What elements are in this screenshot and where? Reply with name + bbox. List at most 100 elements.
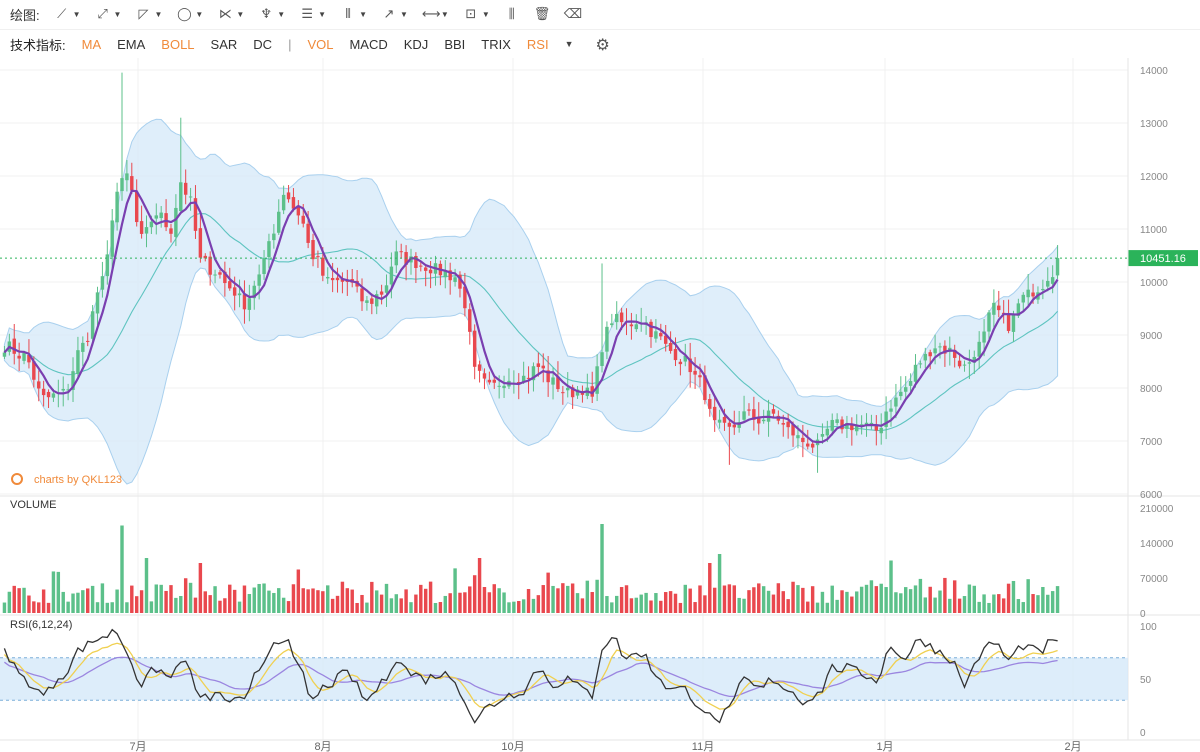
candle-body — [673, 348, 678, 361]
indicator-macd[interactable]: MACD — [349, 36, 388, 52]
volume-bar — [561, 583, 565, 613]
ellipse-tool-button[interactable]: ◯ ▼ — [176, 7, 203, 22]
pattern-tool-button[interactable]: ♆ ▼ — [258, 7, 285, 22]
volume-bar — [252, 587, 256, 613]
volume-bar — [374, 590, 379, 613]
candle-body — [22, 353, 26, 361]
indicator-bbi[interactable]: BBI — [444, 36, 466, 52]
indicator-boll[interactable]: BOLL — [161, 36, 195, 52]
volume-bar — [859, 586, 864, 613]
candle-body — [678, 361, 683, 365]
volume-bar — [874, 586, 879, 613]
eraser-icon: ⌫ — [563, 7, 583, 22]
volume-bar — [22, 587, 26, 613]
volume-bar — [360, 594, 364, 613]
volume-bar — [492, 584, 496, 613]
indicator-dc[interactable]: DC — [253, 36, 273, 52]
more-indicators-dropdown[interactable]: ▼ — [564, 39, 574, 49]
measure-tool-button[interactable]: ⟷ ▼ — [422, 7, 449, 22]
volume-bar — [326, 585, 330, 613]
candle-body — [1046, 280, 1050, 287]
bollinger-band — [3, 118, 1059, 485]
indicator-kdj[interactable]: KDJ — [403, 36, 429, 52]
volume-bar — [761, 586, 766, 613]
clear-drawings-button[interactable]: 🗑 — [534, 7, 551, 22]
candle-body — [683, 355, 688, 362]
candle-body — [257, 274, 261, 286]
candle-body — [37, 381, 41, 389]
candle-body — [448, 270, 452, 281]
candle-body — [840, 419, 844, 430]
volume-bar — [487, 592, 492, 613]
volume-bar — [918, 578, 923, 613]
volume-bar — [903, 587, 908, 613]
volume-bar — [76, 592, 80, 613]
candle-body — [51, 393, 56, 398]
qkl-logo-icon — [11, 473, 23, 485]
volume-bar — [218, 600, 222, 613]
volume-bar — [306, 589, 310, 613]
ray-tool-button[interactable]: ⤢ ▼ — [95, 7, 121, 22]
candle-body — [252, 285, 256, 299]
candle-body — [747, 409, 751, 411]
price-chart[interactable]: 10451.1614000130001200011000100009000800… — [0, 58, 1200, 752]
gann-tool-button[interactable]: ⦀ ▼ — [340, 7, 367, 22]
candle-body — [825, 428, 830, 436]
candle-body — [982, 331, 986, 343]
rsi-tick-label: 100 — [1140, 622, 1157, 633]
candle-body — [570, 387, 575, 398]
indicator-ema[interactable]: EMA — [117, 36, 146, 52]
indicator-trix[interactable]: TRIX — [481, 36, 511, 52]
eraser-button[interactable]: ⌫ — [563, 7, 583, 22]
fib-tool-button[interactable]: ☰ ▼ — [299, 7, 326, 22]
note-tool-button[interactable]: ⊡ ▼ — [463, 7, 489, 22]
volume-bar — [551, 585, 555, 613]
volume-bar — [556, 588, 560, 613]
line-tool-button[interactable]: ⟋ ▼ — [54, 7, 80, 22]
candle-body — [139, 221, 144, 234]
candle-body — [482, 373, 487, 379]
candle-body — [2, 352, 7, 357]
candle-body — [468, 309, 472, 332]
volume-bar — [820, 591, 825, 613]
volume-bar — [546, 572, 550, 613]
candle-body — [541, 365, 545, 369]
volume-bar — [967, 584, 972, 613]
candle-body — [737, 422, 741, 428]
volume-bar — [482, 587, 487, 613]
price-tick-label: 9000 — [1140, 331, 1163, 342]
chart-style-button[interactable]: ⫼ — [504, 7, 520, 22]
candle-body — [977, 341, 981, 357]
indicator-rsi[interactable]: RSI — [526, 36, 549, 52]
volume-bar — [100, 583, 105, 613]
volume-bar — [86, 588, 90, 613]
arrow-tool-button[interactable]: ↗ ▼ — [381, 7, 408, 22]
volume-bar — [7, 591, 12, 613]
volume-bar — [379, 594, 384, 613]
triangle-tool-button[interactable]: ◸ ▼ — [135, 7, 162, 22]
candle-body — [830, 419, 834, 431]
volume-bar — [654, 593, 658, 613]
candle-body — [203, 255, 207, 259]
time-tick-label: 1月 — [876, 741, 893, 752]
indicator-ma[interactable]: MA — [81, 36, 102, 52]
candle-body — [193, 198, 198, 231]
volume-bar — [365, 602, 369, 613]
volume-bar — [120, 525, 124, 613]
pitchfork-tool-button[interactable]: ⋉ ▼ — [217, 7, 244, 22]
candle-body — [1050, 277, 1055, 284]
candle-body — [463, 286, 467, 309]
volume-bar — [644, 592, 648, 613]
gear-icon[interactable]: ⚙ — [595, 34, 610, 54]
indicator-sar[interactable]: SAR — [210, 36, 238, 52]
volume-bar — [472, 575, 477, 613]
volume-bar — [899, 593, 903, 613]
volume-bar — [688, 588, 692, 613]
indicator-vol[interactable]: VOL — [307, 36, 334, 52]
candle-body — [566, 387, 570, 391]
volume-bar — [639, 594, 643, 613]
candle-body — [208, 256, 212, 275]
drawing-toolbar-label: 绘图: — [10, 8, 40, 23]
volume-bar — [61, 591, 65, 613]
volume-bar — [585, 580, 590, 613]
